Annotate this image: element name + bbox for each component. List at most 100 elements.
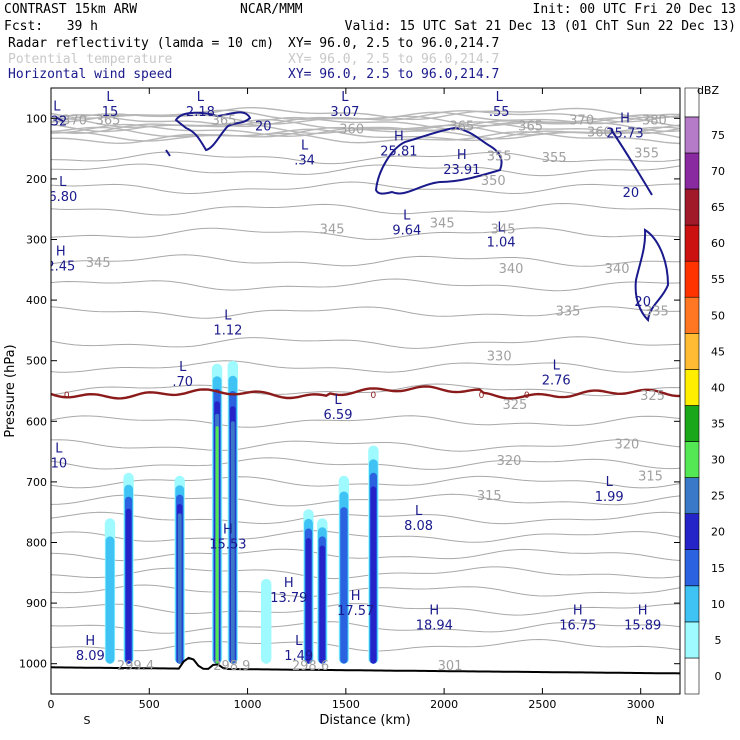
extremum-value: 6.59: [324, 408, 353, 423]
terrain-line: [51, 656, 680, 675]
wind-20-contour: [56, 117, 64, 122]
x-tick-label: 2500: [528, 698, 556, 711]
extremum-high-marker: H: [394, 130, 404, 145]
colorbar-label: 45: [711, 345, 725, 358]
theta-label: 365: [96, 113, 121, 128]
y-tick-label: 600: [26, 415, 47, 428]
theta-contour-line: [51, 439, 680, 452]
theta-contour-line: [51, 227, 680, 240]
extremum-low-marker: L: [53, 99, 61, 114]
reflectivity-column: [105, 536, 115, 664]
theta-contour-line: [51, 548, 680, 562]
extremum-value: 25.73: [606, 126, 643, 141]
wind-20-contour: [609, 127, 653, 196]
y-tick-label: 700: [26, 476, 47, 489]
extremum-low-marker: L: [55, 442, 63, 457]
colorbar-swatch: [684, 224, 700, 262]
freezing-level-label: 0: [64, 391, 70, 401]
extremum-low-marker: L: [403, 208, 411, 223]
reflectivity-column: [340, 507, 348, 664]
wind-20-contour: [165, 149, 171, 157]
extremum-high-marker: H: [573, 604, 583, 619]
extremum-value: 6.80: [48, 190, 77, 205]
field-xy-wind: XY= 96.0, 2.5 to 96.0,214.7: [288, 67, 499, 82]
theta-label: 370: [569, 113, 594, 128]
colorbar-swatch: [684, 188, 700, 226]
extremum-low-marker: L: [301, 139, 309, 154]
theta-contour-line: [51, 163, 680, 177]
extremum-value: 23.91: [443, 163, 480, 178]
colorbar-label: 60: [711, 237, 725, 250]
theta-label: 340: [499, 262, 524, 277]
theta-contours: [51, 107, 680, 652]
extremum-value: 3.07: [330, 105, 359, 120]
colorbar-top-swatch: [684, 87, 700, 118]
colorbar-swatch: [684, 621, 700, 659]
theta-label: 355: [542, 151, 567, 166]
y-axis-title: Pressure (hPa): [3, 344, 18, 437]
colorbar-swatch: [684, 152, 700, 190]
colorbar-label: 65: [711, 201, 725, 214]
extremum-high-marker: H: [429, 604, 439, 619]
extremum-value: 8.09: [76, 649, 105, 664]
extremum-high-marker: H: [223, 522, 233, 537]
extremum-value: 15: [102, 105, 119, 120]
colorbar-swatch: [684, 441, 700, 478]
north-label: N: [656, 714, 664, 727]
reflectivity-column: [215, 426, 219, 664]
extremum-high-marker: H: [638, 604, 648, 619]
colorbar-label: 5: [715, 634, 722, 647]
colorbar-label: 30: [711, 454, 725, 467]
field-name-wind: Horizontal wind speed: [8, 67, 172, 82]
extremum-low-marker: L: [334, 393, 342, 408]
extremum-value: 18.94: [416, 619, 453, 634]
reflectivity-shading: 0 0 0 0: [51, 360, 680, 675]
theta-label: 370: [62, 113, 87, 128]
extremum-low-marker: L: [497, 221, 505, 236]
theta-label: 365: [518, 119, 543, 134]
colorbar-swatch: [684, 116, 700, 154]
extremum-value: 17.57: [337, 604, 374, 619]
extremum-value: 16.75: [559, 619, 596, 634]
theta-label: 320: [614, 438, 639, 453]
theta-contour-line: [51, 511, 680, 525]
x-tick-label: 3000: [627, 698, 655, 711]
theta-label: 299.4: [117, 659, 154, 674]
extremum-low-marker: L: [59, 175, 67, 190]
theta-label: 345: [320, 222, 345, 237]
colorbar-swatch: [684, 477, 700, 515]
x-tick-label: 500: [139, 698, 160, 711]
extremum-value: 2.18: [186, 105, 215, 120]
colorbar-swatch: [684, 260, 700, 298]
theta-label: 330: [487, 350, 512, 365]
theta-contour-line: [51, 128, 680, 142]
reflectivity-column: [125, 508, 132, 664]
theta-contour-line: [51, 584, 680, 598]
theta-contour-line: [51, 278, 680, 292]
field-xy-reflectivity: XY= 96.0, 2.5 to 96.0,214.7: [288, 36, 499, 51]
theta-label: 360: [587, 126, 612, 141]
theta-contour-line: [51, 530, 680, 543]
theta-contour-line: [51, 457, 680, 470]
y-tick-label: 200: [26, 173, 47, 186]
theta-contour-line: [51, 254, 680, 267]
theta-contour-line: [51, 603, 680, 616]
x-tick-label: 1500: [332, 698, 360, 711]
contour-labels: 370 365 365 360 365 365 370 380 360 355 355 355 350 3…: [48, 90, 669, 674]
theta-label: 355: [634, 147, 659, 162]
center-title: NCAR/MMM: [240, 2, 303, 17]
extremum-low-marker: L: [606, 475, 614, 490]
theta-label: 365: [212, 113, 237, 128]
colorbar-label: 70: [711, 165, 725, 178]
y-tick-label: 500: [26, 355, 47, 368]
colorbar-swatch: [684, 585, 700, 623]
extremum-value: 1.49: [284, 649, 313, 664]
theta-label: 350: [481, 174, 506, 189]
theta-label: 340: [605, 262, 630, 277]
freezing-level-label: 0: [479, 391, 485, 401]
extremum-value: 13.79: [270, 591, 307, 606]
theta-label: 345: [430, 216, 455, 231]
theta-label: 355: [487, 150, 512, 165]
theta-contour-line: [51, 151, 680, 165]
extremum-value: 1.99: [595, 490, 624, 505]
